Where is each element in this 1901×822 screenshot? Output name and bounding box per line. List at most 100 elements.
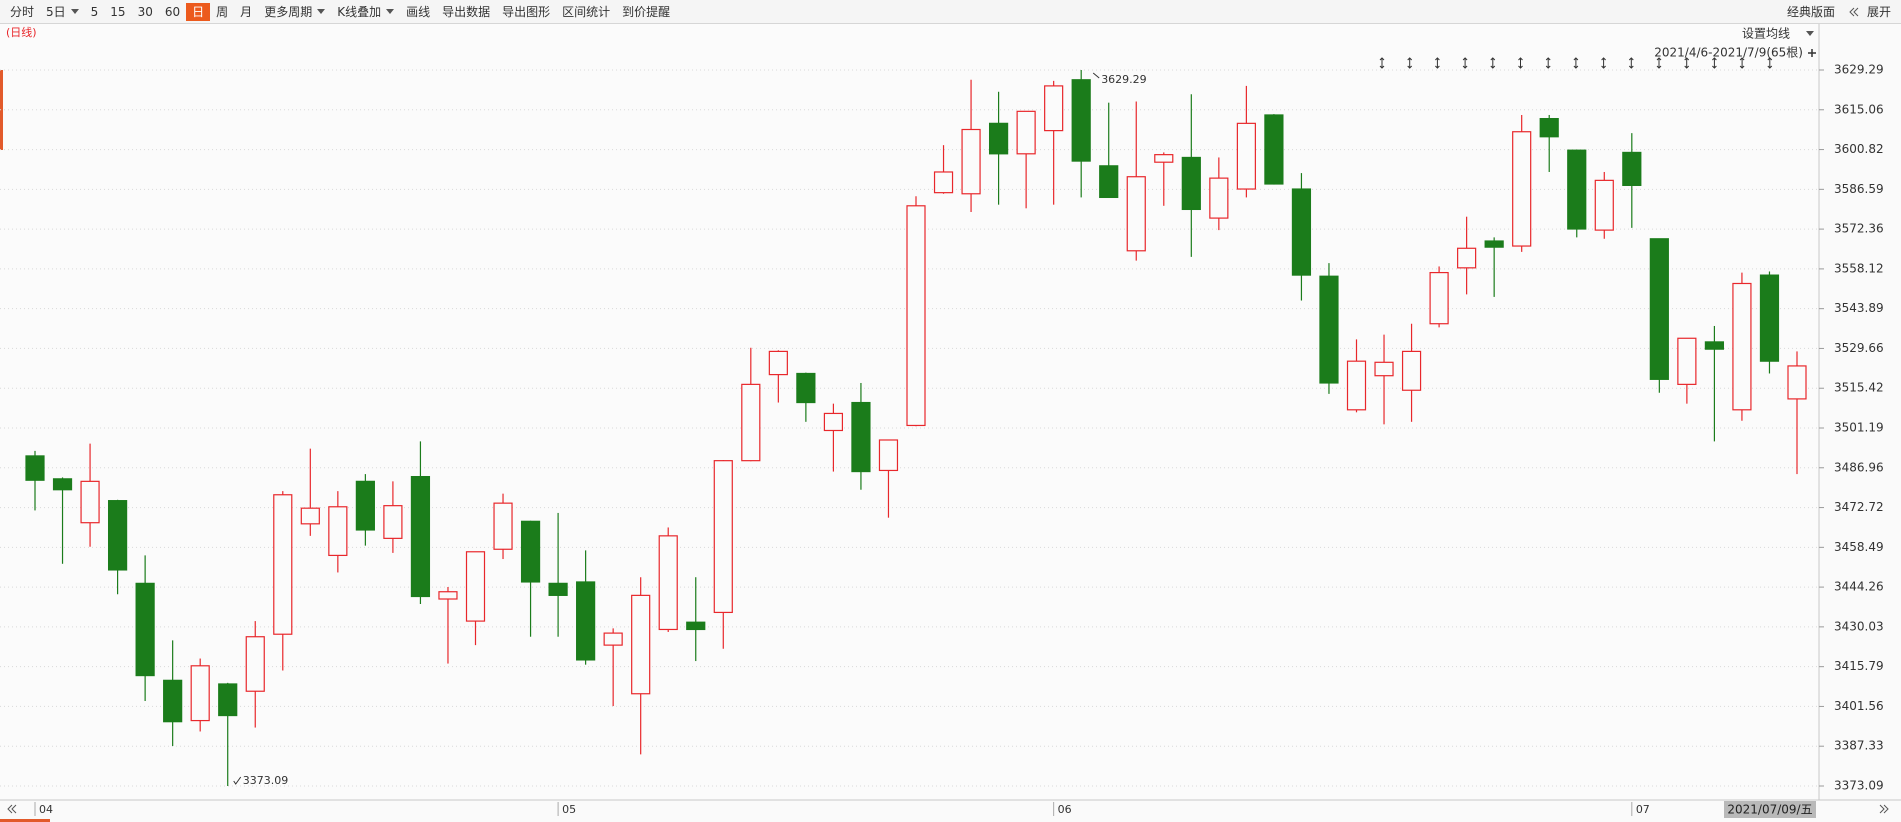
- marker-icon: [1739, 57, 1745, 69]
- toolbar-label: 60: [164, 4, 181, 19]
- candle-body: [1099, 165, 1119, 199]
- toolbar-item[interactable]: 分时: [4, 3, 40, 21]
- toolbar-item[interactable]: 15: [104, 3, 131, 21]
- candle-body: [438, 591, 458, 600]
- candle-body: [603, 632, 623, 646]
- candle-body: [1374, 361, 1394, 377]
- scroll-thumb[interactable]: [0, 819, 50, 822]
- candle-body: [961, 128, 981, 195]
- scroll-right[interactable]: [1879, 804, 1885, 814]
- candle-body: [1677, 337, 1697, 385]
- expand-button[interactable]: 展开: [1866, 5, 1891, 19]
- candle-body: [878, 439, 899, 472]
- dropdown-icon: [70, 9, 79, 14]
- toolbar-item[interactable]: 导出数据: [436, 3, 496, 21]
- max-pointer: [1092, 72, 1100, 79]
- max-label: 3629.29: [1101, 73, 1147, 86]
- toolbar-item[interactable]: 月: [234, 3, 258, 21]
- candle-body: [135, 582, 155, 677]
- scroll-right[interactable]: [1883, 804, 1889, 814]
- candle-body: [548, 582, 568, 596]
- toolbar-item[interactable]: K线叠加: [331, 3, 400, 21]
- candle-body: [686, 621, 706, 631]
- candle-body: [190, 665, 210, 722]
- toolbar-item[interactable]: 60: [159, 3, 186, 21]
- candle-body: [300, 507, 320, 525]
- y-tick-label: 3586.59: [1834, 182, 1884, 196]
- toolbar-label: 月: [240, 5, 253, 19]
- ma-dropdown-icon: [1806, 31, 1814, 36]
- candle-body: [245, 636, 265, 692]
- toolbar-item[interactable]: 日: [186, 2, 211, 21]
- y-tick-label: 3600.82: [1834, 142, 1884, 156]
- chart: (日线) 设置均线 2021/4/6-2021/7/9(65根) 2021/07…: [0, 24, 1901, 822]
- dropdown-icon: [386, 9, 395, 14]
- candle-body: [1787, 365, 1807, 400]
- candle-body: [741, 383, 761, 462]
- marker-icon: [1462, 57, 1468, 69]
- toolbar-right: 经典版面 展开: [1781, 0, 1901, 23]
- y-tick-label: 3501.19: [1834, 421, 1884, 435]
- marker-icon: [1767, 57, 1773, 69]
- toolbar-label: 30: [137, 4, 153, 19]
- candle-body: [1457, 247, 1477, 269]
- period-label: (日线): [6, 25, 37, 39]
- toolbar-item[interactable]: 画线: [400, 3, 436, 21]
- candle-body: [163, 679, 183, 723]
- candle-body: [1264, 114, 1284, 185]
- candle-body: [1291, 188, 1312, 276]
- toolbar-label: 15: [110, 4, 126, 19]
- ma-setting[interactable]: 设置均线: [1742, 27, 1790, 41]
- min-pointer: [233, 776, 242, 785]
- scroll-left[interactable]: [11, 804, 17, 814]
- toolbar-label: 5日: [46, 5, 66, 19]
- toolbar-label: 5: [90, 4, 99, 19]
- y-tick-label: 3373.09: [1834, 779, 1884, 793]
- candle-body: [1759, 274, 1780, 362]
- candle-body: [1209, 177, 1229, 219]
- scroll-left[interactable]: [7, 804, 13, 814]
- marker-icon: [1518, 57, 1523, 69]
- x-tick-label: 04: [39, 803, 53, 816]
- candle-body: [768, 350, 788, 376]
- y-tick-label: 3458.49: [1834, 540, 1884, 554]
- candle-body: [713, 460, 733, 614]
- toolbar-item[interactable]: 区间统计: [556, 3, 616, 21]
- toolbar-label: 分时: [10, 5, 35, 19]
- marker-icon: [1545, 57, 1551, 69]
- candle-body: [988, 122, 1009, 155]
- candle-body: [1236, 122, 1256, 190]
- candle-body: [1704, 341, 1725, 350]
- candle-body: [107, 500, 128, 571]
- toolbar-label: K线叠加: [337, 5, 382, 19]
- toolbar-item[interactable]: 5日: [40, 3, 85, 21]
- y-tick-label: 3472.72: [1834, 500, 1884, 514]
- y-tick-label: 3543.89: [1834, 301, 1884, 315]
- candle-body: [658, 535, 678, 631]
- y-tick-label: 3444.26: [1834, 580, 1884, 594]
- min-label: 3373.09: [243, 774, 289, 787]
- candle-body: [906, 205, 926, 427]
- candle-body: [1401, 350, 1422, 391]
- y-tick-label: 3387.33: [1834, 739, 1884, 753]
- toolbar-item[interactable]: 到价提醒: [616, 3, 676, 21]
- candle-body: [933, 171, 954, 194]
- candle-body: [465, 551, 486, 622]
- toolbar-item[interactable]: 更多周期: [258, 3, 331, 21]
- candle-body: [1732, 282, 1752, 411]
- marker-icon: [1684, 57, 1690, 69]
- y-tick-label: 3486.96: [1834, 460, 1884, 474]
- marker-icon: [1407, 57, 1413, 69]
- y-tick-label: 3529.66: [1834, 341, 1884, 355]
- cursor-date-box: [1724, 801, 1816, 818]
- toolbar-item[interactable]: 周: [210, 3, 234, 21]
- y-tick-label: 3430.03: [1834, 619, 1884, 633]
- candle-body: [52, 478, 73, 491]
- toolbar-label: 导出数据: [442, 5, 491, 19]
- toolbar-item[interactable]: 5: [85, 3, 105, 21]
- toolbar-item[interactable]: 30: [132, 3, 159, 21]
- candle-body: [1126, 176, 1146, 252]
- layout-button[interactable]: 经典版面: [1786, 5, 1835, 19]
- toolbar-item[interactable]: 导出图形: [496, 3, 556, 21]
